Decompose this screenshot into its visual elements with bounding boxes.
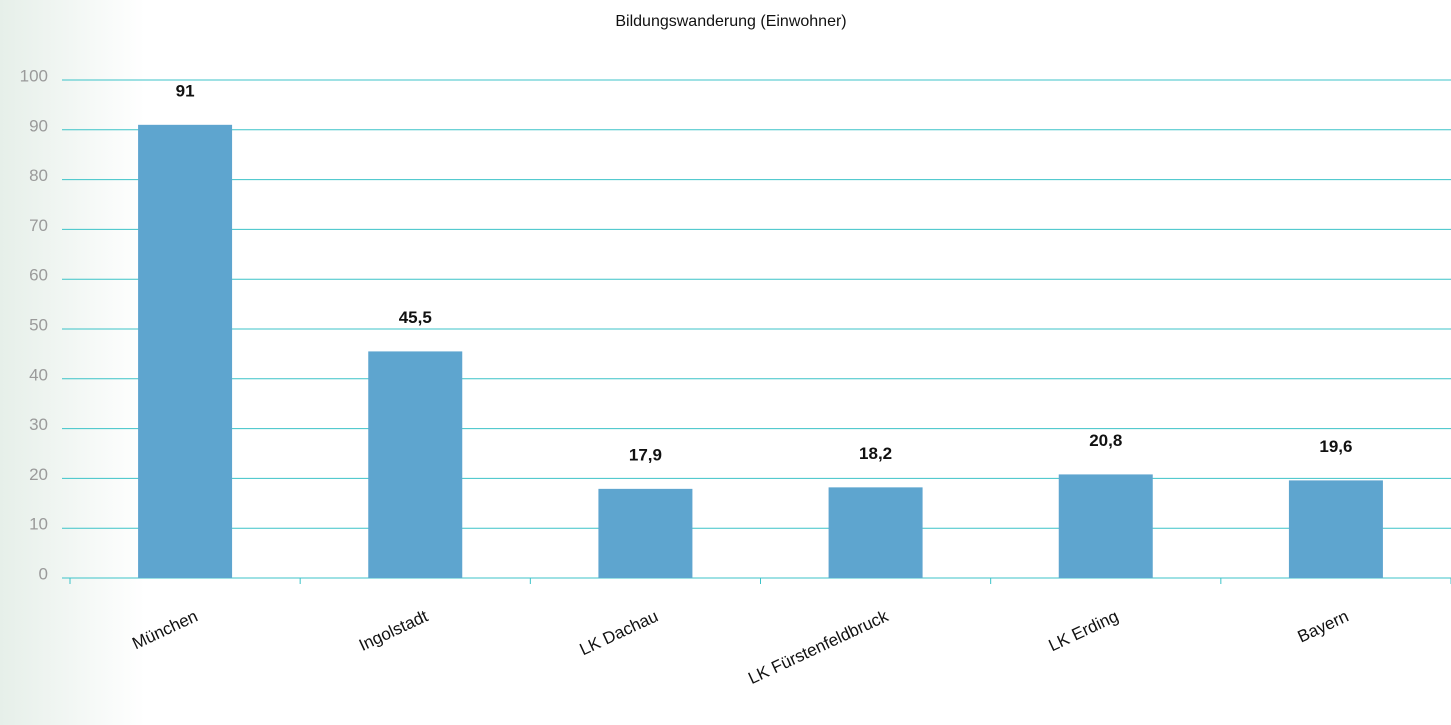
y-tick-label: 60 [29,266,48,285]
y-tick-label: 90 [29,116,48,135]
bar [1058,474,1153,578]
data-label: 18,2 [859,444,892,463]
y-tick-label: 20 [29,465,48,484]
data-label: 91 [176,81,195,100]
bar [598,488,693,578]
y-tick-label: 10 [29,515,48,534]
y-tick-label: 70 [29,216,48,235]
y-tick-label: 100 [20,66,48,85]
y-tick-label: 30 [29,415,48,434]
bar [828,487,923,578]
bar [138,124,233,578]
data-label: 17,9 [629,445,662,464]
y-tick-label: 50 [29,315,48,334]
data-label: 19,6 [1319,437,1352,456]
data-label: 45,5 [399,308,432,327]
data-label: 20,8 [1089,431,1122,450]
bar [1288,480,1383,578]
y-tick-label: 40 [29,365,48,384]
chart-title: Bildungswanderung (Einwohner) [615,13,846,30]
y-tick-label: 0 [39,564,48,583]
bar [368,351,463,578]
y-tick-label: 80 [29,166,48,185]
